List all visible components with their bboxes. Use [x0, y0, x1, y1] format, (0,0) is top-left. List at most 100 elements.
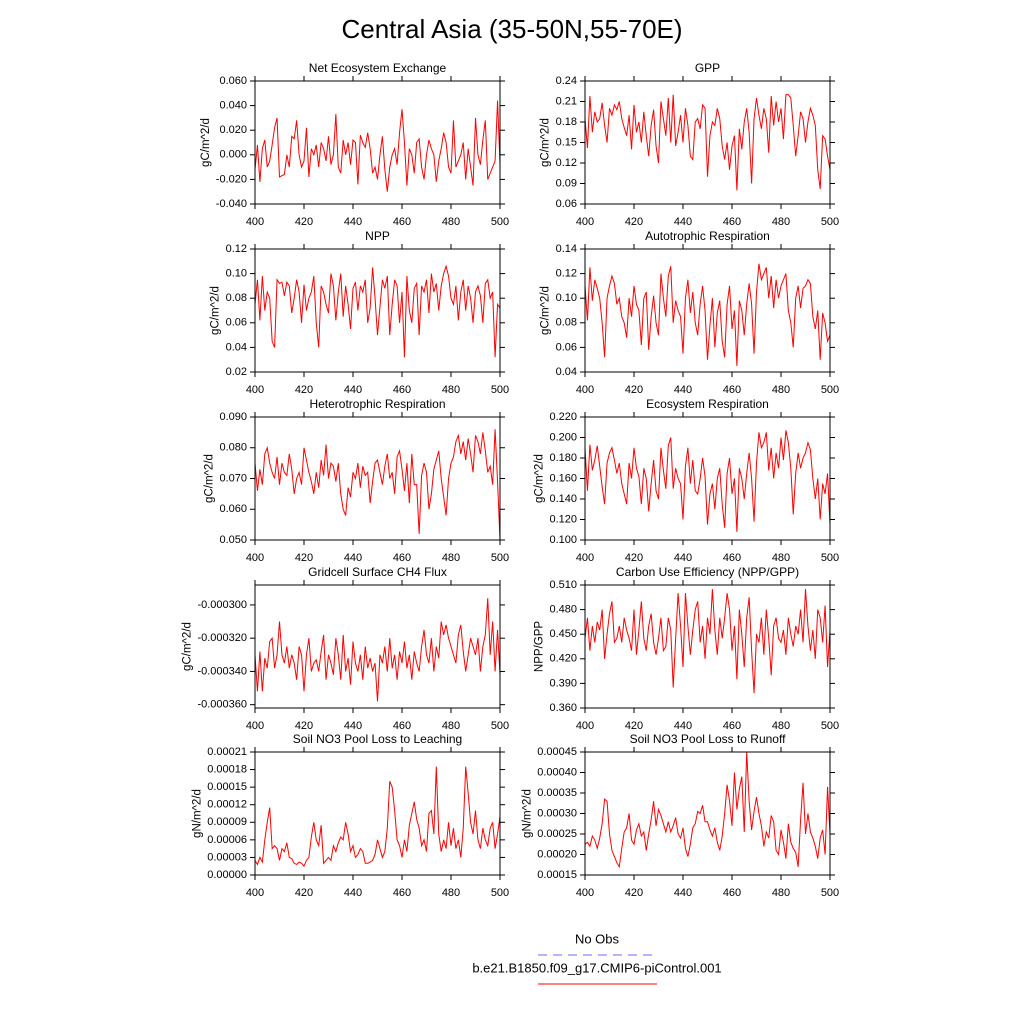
y-tick-label: -0.000300 [197, 599, 247, 611]
y-tick-label: 0.00006 [207, 834, 247, 846]
panel-title: Ecosystem Respiration [646, 397, 769, 411]
plot-area [585, 94, 830, 191]
x-tick-label: 420 [295, 887, 313, 899]
plot-area [255, 429, 500, 540]
y-tick-label: 0.050 [219, 534, 247, 546]
panel: Gridcell Surface CH4 Flux -0.000360 -0.000… [181, 565, 509, 732]
data-line [255, 264, 500, 358]
x-tick-label: 400 [246, 216, 264, 228]
y-tick-label: -0.020 [216, 173, 247, 185]
y-tick-label: 0.10 [556, 292, 577, 304]
y-axis-label: gC/m^2/d [540, 118, 552, 167]
x-tick-label: 480 [442, 384, 460, 396]
y-tick-label: 0.06 [556, 198, 577, 210]
x-tick-label: 480 [442, 720, 460, 732]
x-tick-label: 440 [674, 887, 692, 899]
x-tick-label: 420 [625, 552, 643, 564]
y-tick-label: 0.00021 [207, 746, 247, 758]
y-tick-label: 0.360 [549, 702, 577, 714]
panel: Autotrophic Respiration 0.04 0.06 0.08 0.10 0… [540, 229, 840, 396]
data-line [585, 752, 830, 869]
x-tick-label: 400 [576, 216, 594, 228]
x-tick-label: 480 [772, 720, 790, 732]
y-tick-label: 0.510 [549, 579, 577, 591]
x-tick-label: 500 [491, 384, 509, 396]
y-tick-label: 0.450 [549, 628, 577, 640]
y-tick-label: 0.00015 [537, 869, 577, 881]
plot-frame [584, 751, 831, 876]
y-tick-label: 0.060 [219, 503, 247, 515]
y-tick-label: 0.10 [226, 268, 247, 280]
x-tick-label: 480 [442, 887, 460, 899]
data-line [585, 430, 830, 532]
x-tick-label: 400 [246, 720, 264, 732]
y-tick-label: 0.06 [556, 341, 577, 353]
x-tick-label: 460 [723, 384, 741, 396]
x-tick-label: 500 [821, 216, 839, 228]
legend-label: b.e21.B1850.f09_g17.CMIP6-piControl.001 [472, 960, 721, 975]
y-tick-label: 0.140 [549, 493, 577, 505]
y-tick-label: 0.14 [556, 243, 577, 255]
y-tick-label: 0.08 [226, 292, 247, 304]
panel-title: Net Ecosystem Exchange [309, 61, 447, 75]
y-tick-label: -0.000340 [197, 665, 247, 677]
x-tick-label: 460 [393, 216, 411, 228]
data-line [585, 94, 830, 191]
x-tick-label: 500 [821, 552, 839, 564]
y-tick-label: 0.09 [556, 177, 577, 189]
y-tick-label: 0.06 [226, 317, 247, 329]
y-tick-label: 0.180 [549, 452, 577, 464]
y-tick-label: 0.12 [226, 243, 247, 255]
panel: Heterotrophic Respiration 0.050 0.060 0.070… [204, 397, 510, 564]
legend-label: No Obs [575, 931, 620, 946]
y-tick-label: 0.24 [556, 75, 577, 87]
y-axis-label: gN/m^2/d [191, 789, 203, 838]
x-tick-label: 400 [576, 720, 594, 732]
x-tick-label: 480 [772, 216, 790, 228]
y-tick-label: 0.160 [549, 472, 577, 484]
y-tick-label: 0.200 [549, 431, 577, 443]
x-tick-label: 460 [723, 216, 741, 228]
x-tick-label: 440 [674, 384, 692, 396]
y-tick-label: 0.020 [219, 124, 247, 136]
x-tick-label: 500 [491, 720, 509, 732]
x-tick-label: 440 [674, 720, 692, 732]
plot-area [255, 264, 500, 358]
y-axis-label: gC/m^2/d [200, 118, 212, 167]
y-tick-label: -0.000360 [197, 699, 247, 711]
y-axis-label: gC/m^2/d [534, 454, 546, 503]
plot-frame [254, 80, 501, 205]
plot-area [255, 100, 500, 192]
y-tick-label: 0.090 [219, 411, 247, 423]
panel-title: Heterotrophic Respiration [309, 397, 445, 411]
y-tick-label: 0.00040 [537, 766, 577, 778]
plot-frame [254, 751, 501, 876]
y-tick-label: 0.390 [549, 677, 577, 689]
figure-title: Central Asia (35-50N,55-70E) [341, 14, 682, 44]
panel: GPP 0.06 0.09 0.12 0.15 0.18 0.21 0.24 400 420 440… [540, 61, 840, 228]
x-tick-label: 460 [393, 384, 411, 396]
data-line [255, 766, 500, 868]
x-tick-label: 420 [625, 216, 643, 228]
x-tick-label: 480 [772, 887, 790, 899]
y-tick-label: 0.04 [226, 341, 247, 353]
plot-area [585, 752, 830, 869]
y-tick-label: 0.00000 [207, 869, 247, 881]
y-tick-label: 0.00012 [207, 799, 247, 811]
plot-area [585, 430, 830, 532]
x-tick-label: 420 [625, 720, 643, 732]
y-tick-label: 0.18 [556, 116, 577, 128]
plot-frame [254, 584, 501, 709]
plot-frame [584, 80, 831, 205]
x-tick-label: 440 [344, 552, 362, 564]
x-tick-label: 420 [295, 216, 313, 228]
y-tick-label: 0.00025 [537, 828, 577, 840]
x-tick-label: 460 [723, 887, 741, 899]
y-tick-label: 0.21 [556, 95, 577, 107]
plot-area [585, 589, 830, 694]
panel-title: Carbon Use Efficiency (NPP/GPP) [616, 565, 799, 579]
data-line [255, 598, 500, 702]
x-tick-label: 460 [723, 552, 741, 564]
y-tick-label: -0.040 [216, 198, 247, 210]
